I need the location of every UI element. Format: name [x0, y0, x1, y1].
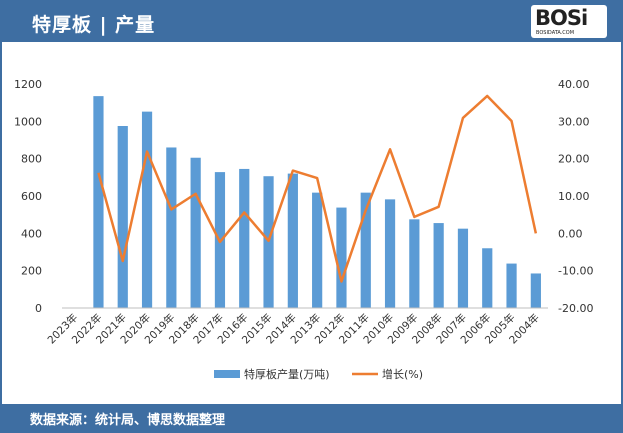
- left-tick-label: 1000: [14, 115, 42, 128]
- logo-text: BOSi: [535, 6, 588, 30]
- left-tick-label: 1200: [14, 78, 42, 91]
- footer-bar: 数据来源：统计局、博思数据整理: [2, 404, 621, 431]
- legend-bar-label: 特厚板产量(万吨): [244, 367, 330, 381]
- bar: [409, 219, 420, 308]
- legend-bar-swatch: [214, 370, 240, 378]
- data-source: 数据来源：统计局、博思数据整理: [30, 413, 226, 428]
- bar: [287, 173, 298, 308]
- growth-line-series: [97, 94, 538, 283]
- right-axis: -20.00 -10.00 0.00 10.00 20.00 30.00 40.00: [558, 78, 593, 315]
- chart-title: 特厚板 | 产量: [32, 14, 156, 36]
- bar: [336, 207, 347, 308]
- right-tick-label: 30.00: [558, 115, 590, 128]
- bar: [117, 126, 128, 308]
- bar: [190, 157, 201, 308]
- legend: 特厚板产量(万吨) 增长(%): [214, 367, 423, 381]
- right-tick-label: 20.00: [558, 153, 590, 166]
- left-tick-label: 400: [21, 227, 42, 240]
- bar-series: [93, 96, 541, 308]
- left-tick-label: 800: [21, 153, 42, 166]
- bar: [239, 168, 250, 308]
- right-tick-label: 40.00: [558, 78, 590, 91]
- left-tick-label: 200: [21, 265, 42, 278]
- bosi-logo: BOSi BOSIDATA.COM: [531, 5, 607, 38]
- bar: [360, 192, 371, 308]
- left-axis: 0 200 400 600 800 1000 1200: [14, 78, 42, 315]
- bar: [141, 111, 153, 308]
- right-tick-label: -10.00: [558, 265, 593, 278]
- bar: [530, 273, 541, 308]
- bar: [384, 199, 396, 308]
- right-tick-label: 0.00: [558, 227, 583, 240]
- left-tick-label: 600: [21, 190, 42, 203]
- bar: [263, 176, 274, 308]
- bar: [433, 223, 444, 308]
- bar: [457, 228, 469, 308]
- legend-line-label: 增长(%): [382, 367, 423, 381]
- bar: [312, 192, 323, 308]
- bar: [482, 248, 493, 308]
- logo-subtext: BOSIDATA.COM: [536, 30, 575, 36]
- x-axis: 2023年2022年2021年2020年2019年2018年2017年2016年…: [45, 307, 548, 346]
- bar: [93, 96, 104, 308]
- bar: [506, 263, 517, 308]
- right-tick-label: 10.00: [558, 190, 590, 203]
- growth-line: [97, 94, 538, 283]
- header-bar: 特厚板 | 产量 BOSi BOSIDATA.COM: [2, 2, 621, 42]
- left-tick-label: 0: [35, 302, 42, 315]
- right-tick-label: -20.00: [558, 302, 593, 315]
- bar: [166, 147, 177, 308]
